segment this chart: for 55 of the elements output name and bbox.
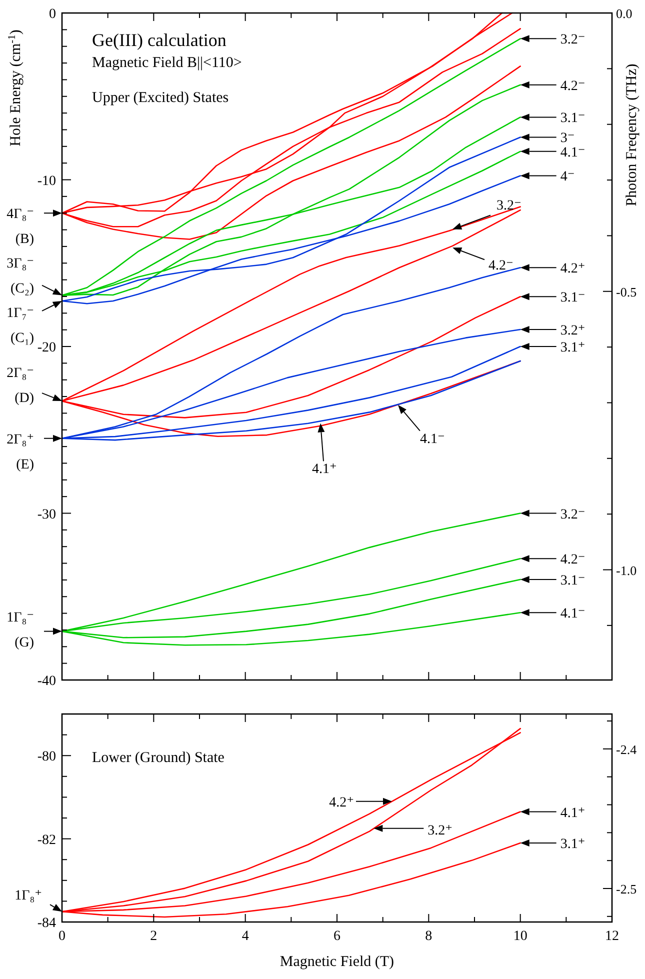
x-tick-label: 8	[425, 929, 432, 944]
annotation: 2Γ₈⁺ (E)	[6, 432, 34, 472]
annotation: 3.2⁺	[560, 323, 586, 338]
y2-tick-label: -1.0	[616, 562, 637, 578]
annotation: 4.2⁻	[488, 258, 514, 274]
annotation: 1Γ₇⁻ (C₁)	[6, 306, 34, 346]
y-tick-label: -80	[37, 750, 56, 765]
annotation: Lower (Ground) State	[92, 750, 225, 766]
y-tick-label: 0	[49, 7, 56, 22]
annotation: 1Γ₈⁺	[14, 888, 42, 904]
y-tick-label: -82	[37, 832, 56, 848]
annotation: 4.1⁻	[560, 606, 586, 622]
annotation: 4.2⁺	[329, 795, 354, 810]
annotation: 3.1⁻	[560, 111, 586, 126]
text: Ge(III) calculation	[92, 30, 226, 50]
annotation: 4.1⁺	[560, 806, 586, 821]
y2-tick-label: -0.5	[616, 284, 637, 300]
x-tick-label: 4	[242, 929, 249, 944]
x-tick-label: 2	[150, 929, 158, 944]
y-tick-label: -30	[37, 507, 56, 522]
annotation: 4.2⁺	[560, 262, 586, 277]
annotation: 4⁻	[560, 170, 575, 185]
x-tick-label: 12	[605, 929, 619, 944]
annotation: 1Γ₈⁻ (G)	[6, 610, 34, 650]
annotation: 3.2⁻	[560, 507, 586, 522]
y-tick-label: -20	[37, 340, 56, 356]
x-tick-label: 10	[513, 929, 528, 944]
annotation: 4.1⁻	[560, 145, 586, 160]
annotation: 3⁻	[560, 131, 575, 146]
annotation: 3.1⁻	[560, 290, 586, 306]
annotation: 4.1⁺	[312, 462, 337, 478]
annotation: 4.2⁻	[560, 552, 586, 568]
text: Magnetic Field B||<110>	[92, 55, 242, 71]
annotation: 4Γ₈⁻ (B)	[6, 207, 34, 248]
y2-axis-title: Photon Freqency (THz)	[624, 64, 640, 206]
annotation: 3.2⁺	[428, 823, 453, 838]
annotation: 4.2⁻	[560, 78, 586, 94]
y2-tick-label: 0.0	[616, 6, 632, 21]
y2-tick-label: -2.4	[616, 742, 638, 757]
annotation: 3.1⁺	[560, 836, 586, 852]
x-axis-title: Magnetic Field (T)	[280, 954, 394, 970]
annotation: Upper (Excited) States	[92, 90, 229, 106]
annotation: 4.1⁻	[420, 432, 445, 447]
y-tick-label: -84	[37, 916, 56, 931]
x-tick-label: 6	[334, 929, 340, 944]
y-tick-label: -40	[37, 674, 56, 689]
annotation: 3.1⁺	[560, 340, 586, 356]
y-tick-label: -10	[37, 174, 56, 189]
x-tick-label: 0	[58, 929, 66, 944]
y2-tick-label: -2.5	[616, 881, 637, 896]
annotation: 3.2⁻	[496, 198, 522, 214]
annotation: 3.2⁻	[560, 32, 586, 48]
annotation: 3.1⁻	[560, 573, 586, 588]
annotation: 2Γ₈⁻ (D)	[6, 366, 34, 406]
annotation: 3Γ₈⁻ (C₂)	[6, 256, 34, 296]
